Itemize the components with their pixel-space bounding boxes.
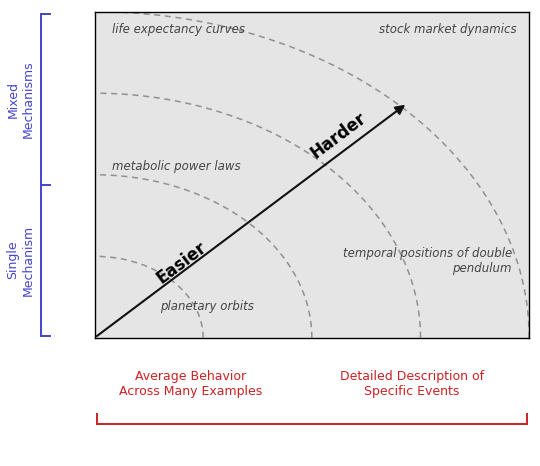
Text: metabolic power laws: metabolic power laws bbox=[112, 160, 240, 173]
Text: Easier: Easier bbox=[153, 238, 210, 288]
Text: Single
Mechanism: Single Mechanism bbox=[6, 225, 35, 295]
Text: Average Behavior
Across Many Examples: Average Behavior Across Many Examples bbox=[118, 370, 262, 398]
Text: Detailed Description of
Specific Events: Detailed Description of Specific Events bbox=[340, 370, 484, 398]
Text: Mixed
Mechanisms: Mixed Mechanisms bbox=[6, 61, 35, 138]
Text: life expectancy curves: life expectancy curves bbox=[112, 23, 245, 36]
Text: Harder: Harder bbox=[307, 109, 369, 162]
Text: planetary orbits: planetary orbits bbox=[160, 300, 254, 313]
Text: temporal positions of double
pendulum: temporal positions of double pendulum bbox=[342, 247, 512, 274]
Text: stock market dynamics: stock market dynamics bbox=[379, 23, 516, 36]
